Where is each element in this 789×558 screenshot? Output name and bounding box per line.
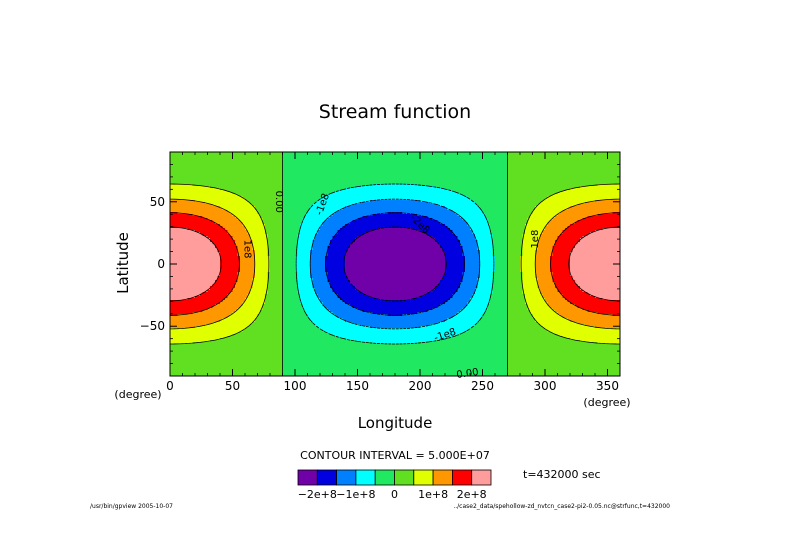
y-axis-units: (degree) [114, 388, 161, 401]
colorbar-swatch [355, 469, 376, 486]
x-axis: 0 50 100 150 200 250 300 350 [166, 152, 619, 393]
contour-line [343, 226, 447, 302]
x-tick-label: 350 [596, 379, 619, 393]
y-tick-label: 0 [157, 257, 165, 271]
colorbar-swatch [451, 469, 473, 486]
x-axis-label: Longitude [358, 414, 433, 432]
x-tick-label: 300 [534, 379, 557, 393]
x-tick-label: 100 [284, 379, 307, 393]
x-tick-label: 250 [471, 379, 494, 393]
colorbar-swatch [316, 469, 337, 486]
colorbar-label: 2e+8 [457, 488, 487, 501]
y-tick-label: 50 [150, 195, 165, 209]
x-tick-label: 50 [225, 379, 240, 393]
colorbar-swatch [374, 469, 395, 486]
contour-line [325, 212, 465, 316]
footer-left: /usr/bin/gpview 2005-10-07 [90, 503, 173, 510]
colorbar-swatch [394, 469, 415, 486]
x-tick-label: 200 [409, 379, 432, 393]
colorbar-swatch [297, 469, 318, 486]
colorbar-label: −1e+8 [336, 488, 375, 501]
y-axis: 50 0 −50 [140, 164, 620, 364]
colorbar-label: 1e+8 [418, 488, 448, 501]
y-axis-label: Latitude [114, 232, 132, 294]
colorbar [297, 469, 492, 486]
contour-line [170, 226, 620, 302]
contour-field [170, 152, 620, 376]
y-tick-label: −50 [140, 319, 165, 333]
x-tick-label: 150 [346, 379, 369, 393]
x-tick-label: 0 [166, 379, 174, 393]
colorbar-swatch [336, 469, 357, 486]
footer-right: ../case2_data/spehollow-zd_nvtcn_case2-p… [453, 503, 670, 510]
chart-title: Stream function [319, 101, 471, 123]
contour-label: 0.00 [456, 367, 480, 381]
contour-line [309, 198, 481, 330]
colorbar-swatch [432, 469, 453, 486]
x-axis-units: (degree) [583, 396, 630, 409]
colorbar-swatch [413, 469, 434, 486]
contour-label: 1e8 [242, 240, 253, 259]
contour-line [170, 183, 620, 345]
colorbar-label: 0 [391, 488, 398, 501]
colorbar-labels: −2e+8 −1e+8 0 1e+8 2e+8 [298, 488, 487, 501]
contour-label: 1e8 [530, 230, 541, 249]
colorbar-label: −2e+8 [298, 488, 337, 501]
contour-line [170, 198, 620, 330]
contour-interval: CONTOUR INTERVAL = 5.000E+07 [300, 449, 490, 462]
contour-label: 0.00 [273, 191, 284, 213]
colorbar-swatch [471, 469, 492, 486]
contour-line [170, 212, 620, 316]
contour-line [295, 183, 495, 345]
time-label: t=432000 sec [523, 468, 601, 481]
